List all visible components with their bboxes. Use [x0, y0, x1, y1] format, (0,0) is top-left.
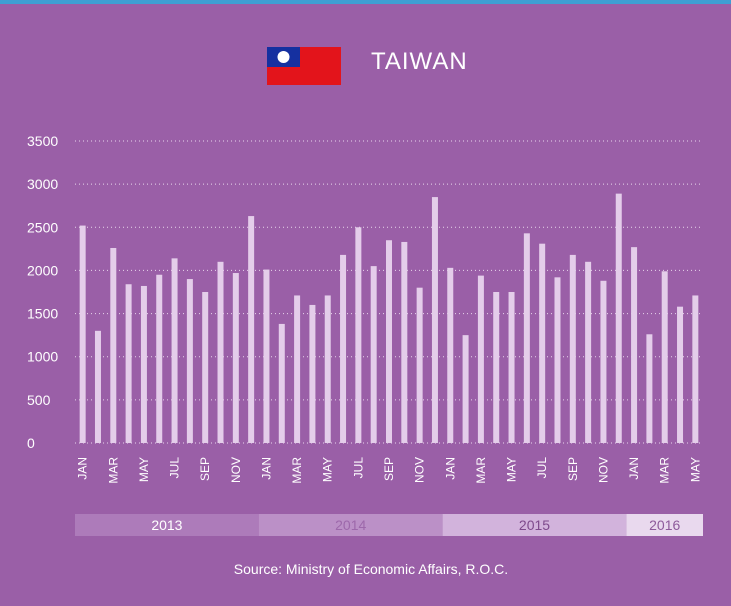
- bar: [140, 285, 147, 443]
- bar: [171, 258, 178, 443]
- bar: [355, 227, 362, 443]
- bar: [370, 266, 377, 443]
- bar: [493, 292, 500, 443]
- x-tick-label: MAR: [106, 457, 120, 484]
- year-band: [442, 514, 627, 536]
- bar: [217, 261, 224, 443]
- x-tick-label: JUL: [351, 457, 365, 479]
- x-tick-label: MAR: [658, 457, 672, 484]
- bar: [340, 254, 347, 443]
- x-tick-label: MAY: [321, 457, 335, 482]
- bar: [661, 271, 668, 443]
- x-tick-label: SEP: [566, 457, 580, 481]
- bar: [278, 323, 285, 443]
- bar: [523, 233, 530, 443]
- x-tick-label: JAN: [259, 457, 273, 480]
- bar: [569, 254, 576, 443]
- year-label: 2016: [649, 517, 680, 533]
- x-tick-label: NOV: [413, 457, 427, 483]
- x-tick-label: MAR: [290, 457, 304, 484]
- year-label: 2014: [335, 517, 366, 533]
- y-tick-label: 1000: [27, 349, 58, 365]
- y-tick-label: 3500: [27, 133, 58, 149]
- bar: [232, 273, 239, 443]
- bar: [508, 292, 515, 443]
- x-tick-label: NOV: [229, 457, 243, 483]
- year-band: [626, 514, 703, 536]
- bar: [125, 284, 132, 443]
- bar: [615, 193, 622, 443]
- x-tick-label: SEP: [382, 457, 396, 481]
- source: Source: Ministry of Economic Affairs, R.…: [234, 561, 508, 577]
- bar: [401, 241, 408, 443]
- bar: [294, 295, 301, 443]
- chart-title: TAIWAN: [371, 48, 468, 75]
- flag: [267, 47, 341, 85]
- x-tick-label: JAN: [443, 457, 457, 480]
- year-label: 2013: [151, 517, 182, 533]
- bar: [110, 247, 117, 443]
- bar: [416, 287, 423, 443]
- bar: [324, 295, 331, 443]
- year-band: [75, 514, 259, 536]
- y-tick-label: 1500: [27, 306, 58, 322]
- x-tick-label: JUL: [535, 457, 549, 479]
- bar: [186, 279, 193, 443]
- bar: [677, 306, 684, 443]
- x-tick-label: SEP: [198, 457, 212, 481]
- bar: [554, 277, 561, 443]
- bar: [79, 225, 86, 443]
- x-tick-label: MAY: [505, 457, 519, 482]
- bar: [248, 216, 255, 443]
- bar: [431, 197, 438, 443]
- y-tick-label: 3000: [27, 176, 58, 192]
- bar: [631, 247, 638, 443]
- bar: [263, 269, 270, 443]
- bar: [386, 240, 392, 443]
- bar: [462, 335, 469, 443]
- bar: [539, 243, 546, 443]
- year-label: 2015: [519, 517, 550, 533]
- bar: [477, 275, 484, 443]
- bar: [156, 274, 163, 443]
- x-tick-label: MAR: [474, 457, 488, 484]
- bar: [692, 295, 699, 443]
- x-tick-label: JAN: [76, 457, 90, 480]
- x-tick-label: NOV: [596, 457, 610, 483]
- bar: [585, 261, 592, 443]
- top-strip: [0, 0, 731, 4]
- y-tick-label: 2000: [27, 262, 58, 278]
- bar: [600, 280, 607, 443]
- x-tick-label: JUL: [168, 457, 182, 479]
- bar: [646, 334, 653, 443]
- x-tick-label: JAN: [627, 457, 641, 480]
- bar: [202, 292, 209, 443]
- bar: [309, 304, 316, 443]
- x-tick-label: MAY: [137, 457, 151, 482]
- bar: [447, 267, 454, 443]
- year-band: [258, 514, 443, 536]
- y-tick-label: 0: [27, 435, 35, 451]
- y-tick-label: 500: [27, 392, 51, 408]
- x-tick-label: MAY: [688, 457, 702, 482]
- y-tick-label: 2500: [27, 219, 58, 235]
- bar: [94, 330, 101, 443]
